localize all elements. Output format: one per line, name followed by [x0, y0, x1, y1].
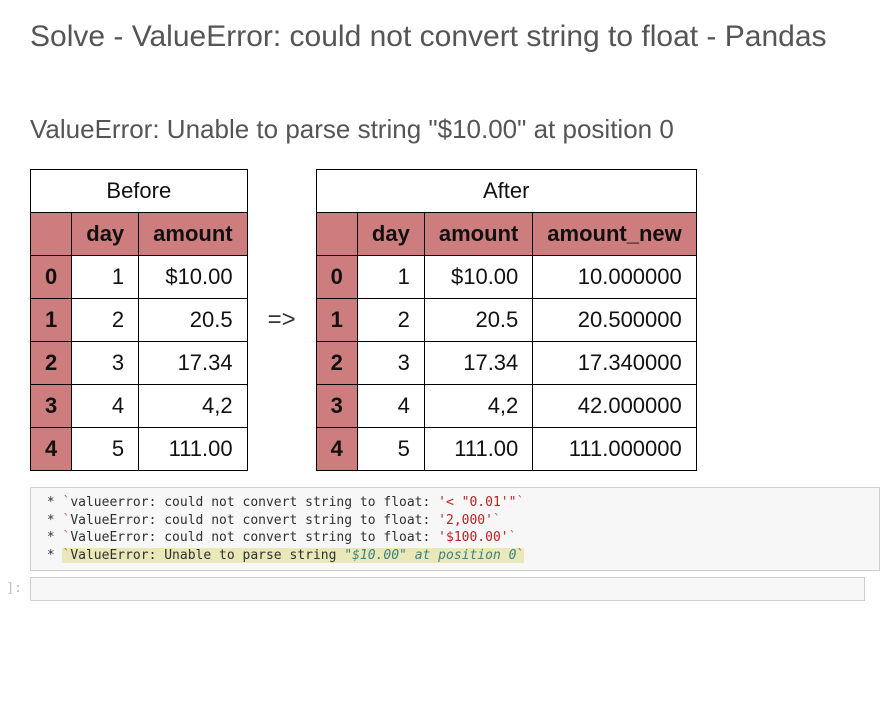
input-cell: [ ]:	[30, 577, 865, 601]
cell: 1	[357, 256, 424, 299]
cell: 2	[72, 299, 139, 342]
table-row: 0 1 $10.00	[31, 256, 248, 299]
cell: 17.34	[424, 342, 532, 385]
before-col-1: amount	[139, 213, 247, 256]
cell: 17.34	[139, 342, 247, 385]
before-corner	[31, 213, 72, 256]
before-table: Before day amount 0 1 $10.00 1 2 20.5 2 …	[30, 169, 248, 471]
after-col-2: amount_new	[533, 213, 696, 256]
cell: 4,2	[424, 385, 532, 428]
cell: 2	[357, 299, 424, 342]
arrow-icon: =>	[264, 306, 300, 334]
row-index: 0	[316, 256, 357, 299]
cell: 42.000000	[533, 385, 696, 428]
cell: 5	[72, 428, 139, 471]
cell: 5	[357, 428, 424, 471]
cell: 111.00	[139, 428, 247, 471]
sub-title: ValueError: Unable to parse string "$10.…	[30, 114, 865, 145]
table-row: 4 5 111.00	[31, 428, 248, 471]
cell: 4,2	[139, 385, 247, 428]
row-index: 2	[31, 342, 72, 385]
row-index: 0	[31, 256, 72, 299]
after-caption: After	[316, 170, 696, 213]
code-block: * `valueerror: could not convert string …	[30, 487, 880, 571]
cell: 3	[72, 342, 139, 385]
cell: 111.00	[424, 428, 532, 471]
cell: 10.000000	[533, 256, 696, 299]
table-row: 2 3 17.34	[31, 342, 248, 385]
cell: 3	[357, 342, 424, 385]
after-table: After day amount amount_new 0 1 $10.00 1…	[316, 169, 697, 471]
table-row: 3 4 4,2 42.000000	[316, 385, 696, 428]
row-index: 4	[316, 428, 357, 471]
cell: 17.340000	[533, 342, 696, 385]
before-caption: Before	[31, 170, 248, 213]
cell: 20.5	[139, 299, 247, 342]
table-row: 2 3 17.34 17.340000	[316, 342, 696, 385]
tables-row: Before day amount 0 1 $10.00 1 2 20.5 2 …	[30, 169, 865, 471]
cell: 20.500000	[533, 299, 696, 342]
after-col-0: day	[357, 213, 424, 256]
after-corner	[316, 213, 357, 256]
cell: $10.00	[139, 256, 247, 299]
cell: 111.000000	[533, 428, 696, 471]
cell: 4	[357, 385, 424, 428]
table-row: 3 4 4,2	[31, 385, 248, 428]
after-col-1: amount	[424, 213, 532, 256]
table-row: 1 2 20.5	[31, 299, 248, 342]
row-index: 2	[316, 342, 357, 385]
table-row: 1 2 20.5 20.500000	[316, 299, 696, 342]
code-input[interactable]	[30, 577, 865, 601]
table-row: 0 1 $10.00 10.000000	[316, 256, 696, 299]
row-index: 1	[316, 299, 357, 342]
page-title: Solve - ValueError: could not convert st…	[30, 0, 865, 54]
prompt-label: [ ]:	[0, 577, 30, 601]
row-index: 4	[31, 428, 72, 471]
cell: 1	[72, 256, 139, 299]
before-col-0: day	[72, 213, 139, 256]
table-row: 4 5 111.00 111.000000	[316, 428, 696, 471]
row-index: 3	[31, 385, 72, 428]
row-index: 1	[31, 299, 72, 342]
cell: $10.00	[424, 256, 532, 299]
cell: 4	[72, 385, 139, 428]
cell: 20.5	[424, 299, 532, 342]
row-index: 3	[316, 385, 357, 428]
